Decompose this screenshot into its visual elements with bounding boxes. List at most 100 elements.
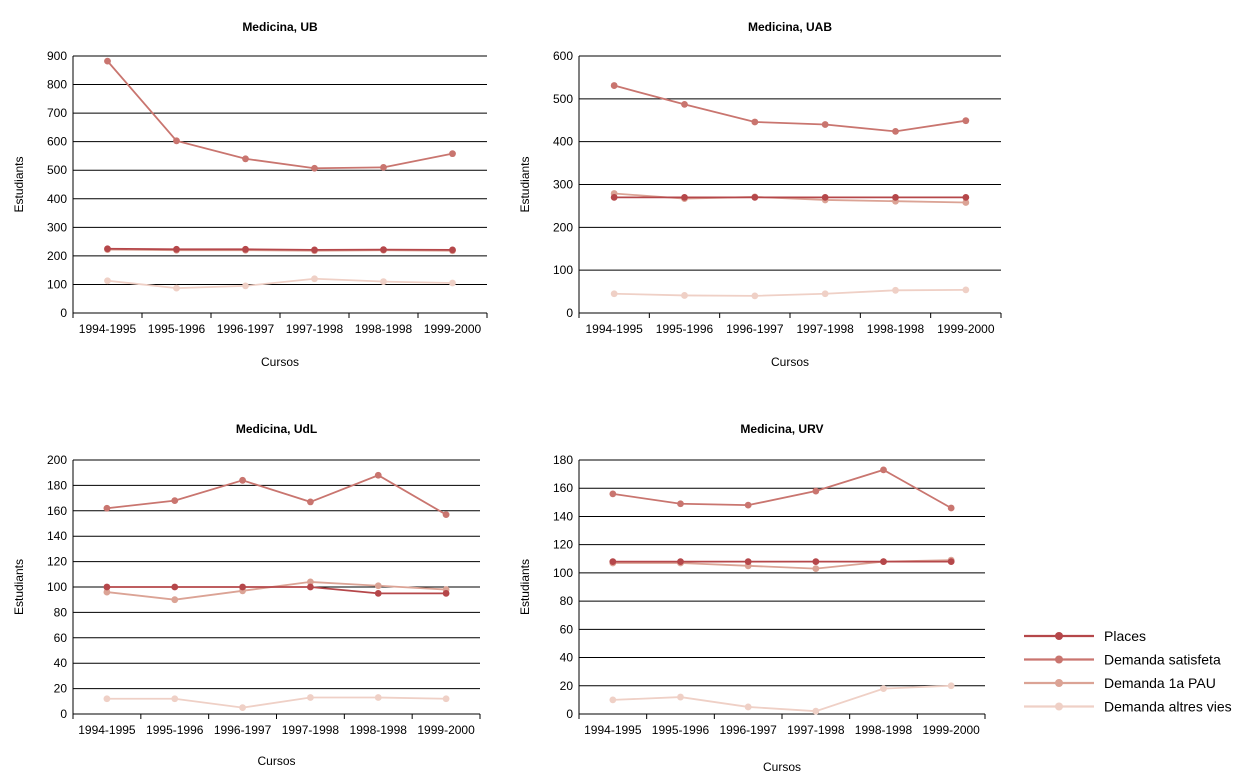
data-point [892,287,899,294]
legend-swatch-marker [1055,656,1063,664]
series-line [107,587,446,593]
y-tick-label: 180 [47,478,67,492]
y-tick-label: 60 [54,631,68,645]
data-point [948,505,955,512]
x-axis-label: Cursos [763,760,801,771]
series-line [613,686,951,711]
data-point [171,695,178,702]
y-tick-label: 500 [553,92,573,106]
y-tick-label: 700 [47,106,67,120]
series-line [107,697,446,707]
data-point [171,497,178,504]
y-tick-label: 500 [47,163,67,177]
data-point [751,119,758,126]
series-line [108,279,453,288]
data-point [751,292,758,299]
y-tick-label: 40 [54,656,68,670]
chart-title: Medicina, UAB [748,20,832,34]
legend-swatch-marker [1055,632,1063,640]
y-tick-label: 140 [47,529,67,543]
chart-panel-2: Medicina, UAB 0 100 200 300 400 500 600 1994-199… [518,20,1001,369]
x-tick-label: 1999-2000 [922,723,980,737]
y-tick-label: 300 [553,178,573,192]
data-point [892,128,899,135]
data-point [104,277,111,284]
legend-item: Demanda satisfeta [1024,652,1221,668]
series-demanda-1a-pau [104,579,450,604]
legend-swatch-marker [1055,703,1063,711]
y-tick-label: 140 [553,509,573,523]
data-point [171,584,178,591]
y-tick-label: 20 [560,679,574,693]
series-demanda-satisfeta [104,58,456,172]
data-point [311,165,318,172]
x-tick-label: 1996-1997 [214,723,272,737]
data-point [745,502,752,509]
data-point [449,150,456,157]
data-point [104,245,111,252]
data-point [307,694,314,701]
data-point [609,696,616,703]
x-tick-label: 1997-1998 [286,322,344,336]
data-point [677,500,684,507]
series-demanda-satisfeta [609,466,954,511]
data-point [242,155,249,162]
x-tick-label: 1994-1995 [585,322,643,336]
legend-item: Demanda altres vies [1024,699,1232,715]
series-places [611,194,969,201]
x-tick-label: 1997-1998 [787,723,845,737]
data-point [443,695,450,702]
y-tick-label: 200 [47,249,67,263]
x-axis-label: Cursos [257,754,295,768]
x-tick-label: 1996-1997 [719,723,777,737]
series-demanda-satisfeta [611,82,969,135]
series-line [613,470,951,508]
x-tick-label: 1997-1998 [796,322,854,336]
data-point [173,246,180,253]
data-point [751,194,758,201]
data-point [745,704,752,711]
chart-panel-4: Medicina, URV 0 20 40 60 80 100 120 140 160 180 199… [518,422,985,771]
y-tick-label: 400 [47,192,67,206]
chart-panel-1: Medicina, UB 0 100 200 300 400 500 600 700 800 900… [12,20,487,369]
y-tick-label: 80 [560,594,574,608]
data-point [104,505,111,512]
x-tick-label: 1996-1997 [726,322,784,336]
data-point [962,286,969,293]
data-point [948,682,955,689]
x-tick-label: 1995-1996 [148,322,206,336]
y-tick-label: 120 [553,538,573,552]
chart-title: Medicina, UdL [236,422,317,436]
x-tick-label: 1999-2000 [424,322,482,336]
data-point [311,246,318,253]
data-point [880,558,887,565]
data-point [812,488,819,495]
data-point [173,285,180,292]
legend-item: Demanda 1a PAU [1024,675,1216,691]
series-demanda-altres-vies [104,275,456,291]
data-point [104,58,111,65]
x-tick-label: 1998-1998 [867,322,925,336]
data-point [609,558,616,565]
y-tick-label: 80 [54,605,68,619]
data-point [611,82,618,89]
data-point [812,565,819,572]
y-tick-label: 100 [47,580,67,594]
y-tick-label: 200 [553,220,573,234]
x-axis-label: Cursos [771,355,809,369]
series-line [107,475,446,514]
y-tick-label: 200 [47,453,67,467]
chart-panel-3: Medicina, UdL 0 20 40 60 80 100 120 140 160 180 200… [12,422,480,768]
data-point [380,164,387,171]
data-point [822,121,829,128]
series-line [107,582,446,600]
y-tick-label: 400 [553,135,573,149]
x-axis-label: Cursos [261,355,299,369]
legend-swatch-marker [1055,679,1063,687]
data-point [239,704,246,711]
y-tick-label: 60 [560,622,574,636]
data-point [677,558,684,565]
x-tick-label: 1998-1998 [355,322,413,336]
data-point [948,558,955,565]
data-point [822,290,829,297]
